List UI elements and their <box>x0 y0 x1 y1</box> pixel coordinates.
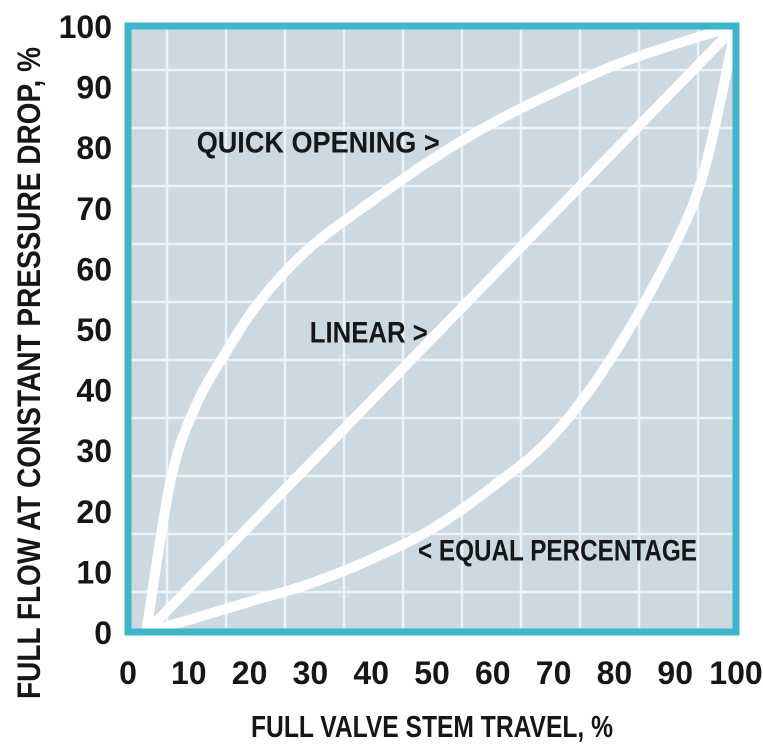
y-tick-label-100: 100 <box>59 9 112 45</box>
y-tick-label-40: 40 <box>76 373 112 409</box>
plot-border <box>124 22 740 636</box>
quick-opening-curve <box>141 21 741 637</box>
x-axis-title: FULL VALVE STEM TRAVEL, % <box>251 709 613 744</box>
equal-percentage-label: < EQUAL PERCENTAGE <box>418 534 697 567</box>
quick-opening-label: QUICK OPENING > <box>197 127 440 160</box>
x-tick-label-70: 70 <box>536 655 572 691</box>
y-tick-label-0: 0 <box>94 615 112 651</box>
plot-area <box>124 21 741 637</box>
gridlines <box>131 29 733 629</box>
y-tick-label-20: 20 <box>76 494 112 530</box>
x-tick-label-20: 20 <box>232 655 268 691</box>
x-tick-label-0: 0 <box>119 655 137 691</box>
x-tick-label-40: 40 <box>353 655 389 691</box>
x-tick-label-90: 90 <box>657 655 693 691</box>
curve-labels: QUICK OPENING > LINEAR > < EQUAL PERCENTAG… <box>197 127 697 568</box>
equal-percentage-curve <box>141 21 741 637</box>
y-tick-label-60: 60 <box>76 251 112 287</box>
x-tick-label-10: 10 <box>171 655 207 691</box>
linear-curve <box>141 21 741 637</box>
y-tick-label-90: 90 <box>76 70 112 106</box>
y-tick-label-30: 30 <box>76 433 112 469</box>
x-tick-label-60: 60 <box>475 655 511 691</box>
y-tick-label-10: 10 <box>76 554 112 590</box>
x-tick-label-80: 80 <box>597 655 633 691</box>
y-tick-label-80: 80 <box>76 130 112 166</box>
x-tick-label-100: 100 <box>709 655 762 691</box>
linear-label: LINEAR > <box>310 317 428 350</box>
y-tick-label-70: 70 <box>76 191 112 227</box>
x-tick-label-50: 50 <box>414 655 450 691</box>
y-tick-label-50: 50 <box>76 312 112 348</box>
y-axis-title: FULL FLOW AT CONSTANT PRESSURE DROP, % <box>11 47 47 699</box>
axis-tick-labels: 0 10 20 30 40 50 60 70 80 90 100 0 10 20 30 40 50 60 70 80 9… <box>59 9 763 691</box>
x-tick-label-30: 30 <box>293 655 329 691</box>
